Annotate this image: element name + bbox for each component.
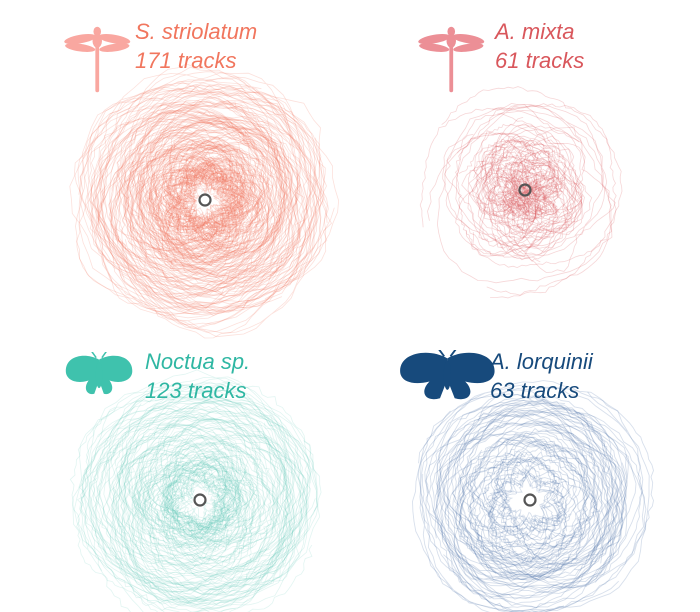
species-name: S. striolatum (135, 19, 257, 44)
tracks-s_striolatum (70, 64, 339, 338)
species-label: S. striolatum 171 tracks (135, 18, 257, 75)
species-name: A. lorquinii (490, 349, 593, 374)
dragonfly-icon (64, 22, 131, 98)
tracks-count: 123 tracks (145, 378, 247, 403)
dragonfly-icon (418, 22, 485, 98)
species-label: A. mixta 61 tracks (495, 18, 584, 75)
center-marker-a_lorquinii (525, 495, 536, 506)
figure-stage: S. striolatum 171 tracks A. mixta 61 track… (0, 0, 700, 612)
center-marker-s_striolatum (200, 195, 211, 206)
moth_wide-icon (398, 350, 497, 403)
moth-icon (62, 352, 136, 398)
species-name: A. mixta (495, 19, 574, 44)
tracks-count: 171 tracks (135, 48, 237, 73)
species-name: Noctua sp. (145, 349, 250, 374)
center-marker-noctua (195, 495, 206, 506)
tracks-count: 61 tracks (495, 48, 584, 73)
tracks-noctua (70, 370, 321, 612)
species-label: Noctua sp. 123 tracks (145, 348, 250, 405)
species-label: A. lorquinii 63 tracks (490, 348, 593, 405)
tracks-count: 63 tracks (490, 378, 579, 403)
